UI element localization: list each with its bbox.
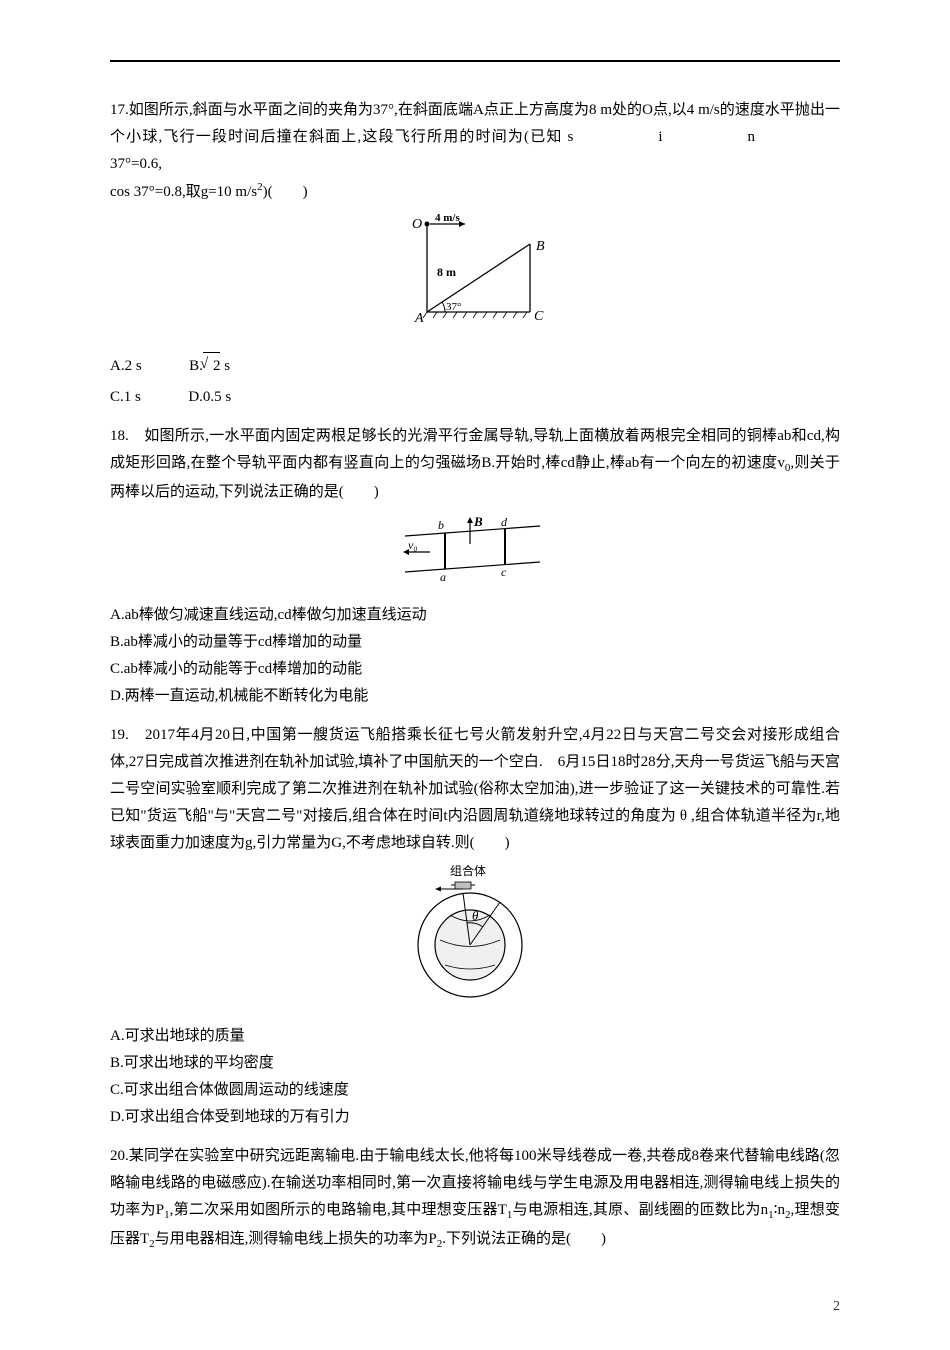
question-18: 18. 如图所示,一水平面内固定两根足够长的光滑平行金属导轨,导轨上面横放着两根… — [110, 423, 840, 710]
q18-rail-top — [405, 526, 540, 536]
q20-p3: 与电源相连,其原、副线圈的匝数比为n — [512, 1202, 768, 1218]
q19-optA: A.可求出地球的质量 — [110, 1023, 840, 1050]
q17-options-1: A.2 s B.2 s — [110, 352, 840, 380]
q17-height: 8 m — [437, 265, 456, 279]
q17-optD: D.0.5 s — [188, 389, 231, 405]
q18-b: b — [438, 518, 444, 532]
q20-text: 20.某同学在实验室中研究远距离输电.由于输电线太长,他将每100米导线卷成一卷… — [110, 1143, 840, 1255]
q19-sat — [455, 882, 471, 889]
q17-sin-char: sin — [568, 129, 841, 145]
q19-figure: 组合体 θ — [110, 865, 840, 1015]
q18-optD: D.两棒一直运动,机械能不断转化为电能 — [110, 683, 840, 710]
q20-p6: 与用电器相连,测得输电线上损失的功率为P — [155, 1231, 437, 1247]
q19-optC: C.可求出组合体做圆周运动的线速度 — [110, 1077, 840, 1104]
q18-figure: b a d c B v₀ — [110, 514, 840, 594]
q17-text: 17.如图所示,斜面与水平面之间的夹角为37°,在斜面底端A点正上方高度为8 m… — [110, 97, 840, 206]
q17-figure: O 4 m/s 8 m B A 37° C — [110, 214, 840, 344]
q18-B-arrowhead — [467, 517, 473, 523]
q17-C: C — [534, 309, 544, 324]
q18-B: B — [473, 514, 483, 529]
question-19: 19. 2017年4月20日,中国第一艘货运飞船搭乘长征七号火箭发射升空,4月2… — [110, 722, 840, 1131]
q19-combo: 组合体 — [450, 865, 486, 878]
q17-speed: 4 m/s — [435, 214, 460, 224]
q17-A: A — [414, 311, 424, 326]
q17-optB-suffix: s — [220, 358, 230, 374]
q18-optA: A.ab棒做匀减速直线运动,cd棒做匀加速直线运动 — [110, 602, 840, 629]
q17-optB-sqrt: 2 — [203, 352, 221, 380]
q19-theta: θ — [472, 908, 479, 923]
q18-d: d — [501, 515, 508, 529]
page-number: 2 — [110, 1294, 840, 1319]
q19-svg: 组合体 θ — [395, 865, 555, 1005]
q19-optB: B.可求出地球的平均密度 — [110, 1050, 840, 1077]
q17-cos-tail: )( ) — [263, 184, 308, 200]
q18-part1: 18. 如图所示,一水平面内固定两根足够长的光滑平行金属导轨,导轨上面横放着两根… — [110, 428, 840, 471]
q20-p2: ,第二次采用如图所示的电路输电,其中理想变压器T — [170, 1202, 507, 1218]
q18-v0-label: v₀ — [408, 538, 418, 552]
q20-p7: .下列说法正确的是( ) — [442, 1231, 606, 1247]
q18-a: a — [440, 570, 446, 584]
q17-B: B — [536, 239, 545, 254]
q19-optD: D.可求出组合体受到地球的万有引力 — [110, 1104, 840, 1131]
q18-c: c — [501, 565, 507, 579]
q17-arc — [442, 302, 445, 312]
q19-text: 19. 2017年4月20日,中国第一艘货运飞船搭乘长征七号火箭发射升空,4月2… — [110, 722, 840, 857]
q17-O: O — [412, 217, 422, 232]
question-17: 17.如图所示,斜面与水平面之间的夹角为37°,在斜面底端A点正上方高度为8 m… — [110, 97, 840, 411]
q19-sat-arrowhead — [435, 886, 441, 891]
q18-optC: C.ab棒减小的动能等于cd棒增加的动能 — [110, 656, 840, 683]
q18-rail-bot — [405, 562, 540, 572]
q17-optC: C.1 s — [110, 389, 141, 405]
q17-svg: O 4 m/s 8 m B A 37° C — [390, 214, 560, 334]
q17-cos: cos 37°=0.8,取g=10 m/s — [110, 184, 257, 200]
q17-sin-val: 37°=0.6, — [110, 156, 162, 172]
q18-optB: B.ab棒减小的动量等于cd棒增加的动量 — [110, 629, 840, 656]
question-20: 20.某同学在实验室中研究远距离输电.由于输电线太长,他将每100米导线卷成一卷… — [110, 1143, 840, 1255]
q17-ball — [425, 222, 430, 227]
q18-text: 18. 如图所示,一水平面内固定两根足够长的光滑平行金属导轨,导轨上面横放着两根… — [110, 423, 840, 506]
q17-arrow-head — [459, 221, 465, 227]
q17-optB-val: 2 — [213, 358, 221, 374]
header-divider — [110, 60, 840, 62]
q17-optA: A.2 s — [110, 358, 142, 374]
q20-p4: ∶n — [774, 1202, 785, 1218]
q18-svg: b a d c B v₀ — [390, 514, 560, 584]
q17-hatch — [423, 312, 527, 318]
q17-angle: 37° — [446, 301, 461, 313]
q17-options-2: C.1 s D.0.5 s — [110, 384, 840, 411]
